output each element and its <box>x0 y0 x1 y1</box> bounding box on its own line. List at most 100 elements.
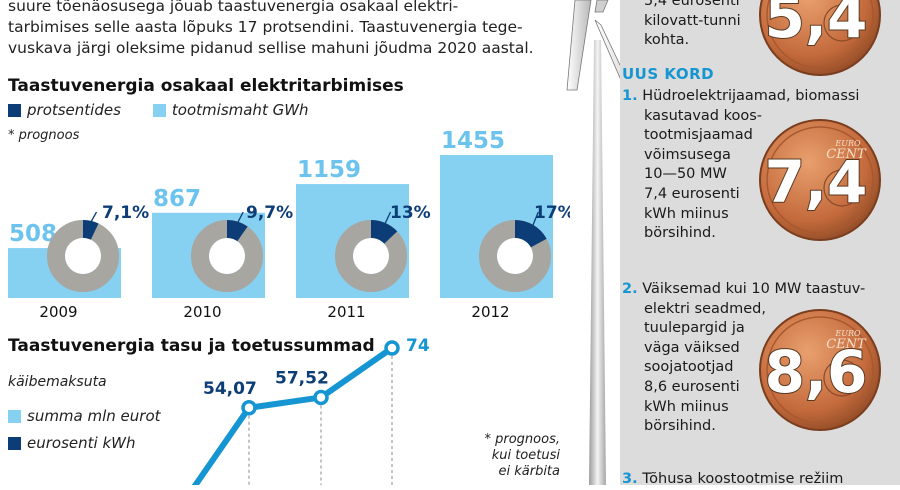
donut-share-slice <box>47 220 119 292</box>
point-value-label: 74 <box>406 336 430 356</box>
year-tick-label: 2011 <box>327 303 365 321</box>
bar-value-label: 1159 <box>297 157 361 183</box>
donut-leader-line <box>383 211 392 226</box>
series-point <box>241 400 257 416</box>
text-line: elektri seadmed, <box>644 300 766 317</box>
donut-percent-label: 13% <box>390 203 431 223</box>
legend-label-gwh: tootmismaht GWh <box>171 101 309 119</box>
coin-globe-icon <box>823 359 861 397</box>
bar-value-label: 1455 <box>441 128 505 154</box>
text-line: Tõhusa koostootmise režiim <box>642 471 844 487</box>
series-line <box>191 345 394 485</box>
coin-value-label: 7,4 <box>765 148 868 216</box>
series-point <box>313 389 329 406</box>
coin-cent-label: CENT <box>826 337 867 352</box>
year-tick-label: 2009 <box>39 303 77 321</box>
text-line: võimsusega <box>644 146 731 163</box>
right-item-3: 3. Tõhusa koostootmise režiim <box>622 470 843 490</box>
text-line: börsihind. <box>644 418 716 435</box>
chart1-title: Taastuvenergia osakaal elektritarbimises <box>8 76 404 96</box>
note-line: * prognoos, <box>484 432 561 447</box>
new-order-heading: UUS KORD <box>622 65 715 83</box>
text-line: kWh miinus <box>644 398 729 415</box>
text-line: kohta. <box>644 32 690 49</box>
bar-value-label: 508 <box>9 221 57 247</box>
series-point <box>384 340 400 356</box>
donut-leader-line <box>236 211 244 224</box>
turbine-hub <box>594 0 609 13</box>
coin-euro-label: EURO <box>834 139 861 148</box>
text-line: kasutavad koos- <box>644 107 763 124</box>
text-line: 8,6 eurosenti <box>644 378 740 395</box>
text-line: Väiksemad kui 10 MW taastuv- <box>642 281 866 297</box>
chart2-title: Taastuvenergia tasu ja toetussummad <box>8 336 375 356</box>
donut-leader-line <box>531 211 539 227</box>
item-number: 2. <box>622 281 638 297</box>
legend-swatch-dark <box>8 103 21 117</box>
coin-globe-icon <box>823 4 861 42</box>
donut-hole <box>209 238 245 274</box>
turbine-tower <box>589 40 606 485</box>
right-item-2: 2. Väiksemad kui 10 MW taastuv- elektri … <box>622 280 865 437</box>
coin-globe-icon <box>823 169 861 207</box>
donut-leader-line <box>89 211 98 224</box>
text-line: 10—50 MW <box>644 166 727 183</box>
text-line: 5,4 eurosenti <box>644 0 740 9</box>
text-line: soojatootjad <box>644 359 734 376</box>
donut-share-slice <box>479 220 551 292</box>
legend-swatch-light <box>8 409 21 423</box>
text-line: börsihind. <box>644 225 716 242</box>
legend-swatch-dark <box>8 436 21 450</box>
coin-rim <box>766 0 874 69</box>
point-value-label: 57,52 <box>275 368 329 388</box>
note-line: kui toetusi <box>491 448 560 463</box>
intro-line: tarbimises selle aasta lõpuks 17 protsen… <box>8 18 523 36</box>
intro-text: suure tõenäosusega jõuab taastuvenergia … <box>8 0 568 59</box>
donut-hole <box>497 238 533 274</box>
text-line: kilovatt-tunni <box>644 12 741 29</box>
share-chart: 508 7,1% 2009 867 9,7% 2010 1159 13% 2011 1455 17%… <box>8 128 570 321</box>
coin-value-label: 8,6 <box>765 338 868 406</box>
right-item-1: 1. Hüdroelektrijaamad, biomassi kasutava… <box>622 87 859 244</box>
euro-cent-coin <box>759 0 881 76</box>
coin-euro-label: EURO <box>834 329 861 338</box>
year-tick-label: 2012 <box>471 303 509 321</box>
donut-percent-label: 7,1% <box>102 203 149 223</box>
euro-cent-coin <box>759 119 881 241</box>
item-number: 1. <box>622 88 638 104</box>
point-value-label: 54,07 <box>203 379 257 399</box>
chart1-note: * prognoos <box>8 128 80 143</box>
support-line-chart: 54,07 57,52 74 <box>191 336 430 485</box>
coin-cent-label: CENT <box>826 147 867 162</box>
donut-share-slice <box>335 220 407 292</box>
text-line: kWh miinus <box>644 205 729 222</box>
chart2-legend-item: summa mln eurot <box>8 407 161 425</box>
text-line: tootmisjaamad <box>644 127 753 144</box>
donut-percent-label: 9,7% <box>246 203 293 223</box>
legend-label-cents: eurosenti kWh <box>27 434 136 452</box>
item-number: 3. <box>622 471 638 487</box>
text-line: Hüdroelektrijaamad, biomassi <box>642 88 860 104</box>
text-line: 7,4 eurosenti <box>644 185 740 202</box>
euro-cent-coin <box>759 309 881 431</box>
intro-line: suure tõenäosusega jõuab taastuvenergia … <box>8 0 459 15</box>
donut-percent-label: 17%* <box>534 203 570 223</box>
legend-label-sum: summa mln eurot <box>27 407 161 425</box>
donut-share-slice <box>191 220 263 292</box>
coin-value-label: 5,4 <box>765 0 868 51</box>
chart2-note: * prognoos, kui toetusi ei kärbita <box>478 432 561 480</box>
donut-hole <box>353 238 389 274</box>
donut-hole <box>65 238 101 274</box>
text-line: tuulepargid ja <box>644 320 745 337</box>
coin-rim <box>766 316 874 424</box>
chart2-legend-title: käibemaksuta <box>8 374 107 390</box>
bar-value-label: 867 <box>153 186 201 212</box>
right-top-text: 5,4 eurosenti kilovatt-tunni kohta. <box>644 0 741 51</box>
text-line: väga väiksed <box>644 339 740 356</box>
legend-label-percent: protsentides <box>27 101 121 119</box>
intro-line: vuskava järgi oleksime pidanud sellise m… <box>8 39 534 57</box>
legend-swatch-light <box>152 103 166 117</box>
turbine-blade <box>566 0 592 91</box>
chart2-legend-item: eurosenti kWh <box>8 434 135 452</box>
